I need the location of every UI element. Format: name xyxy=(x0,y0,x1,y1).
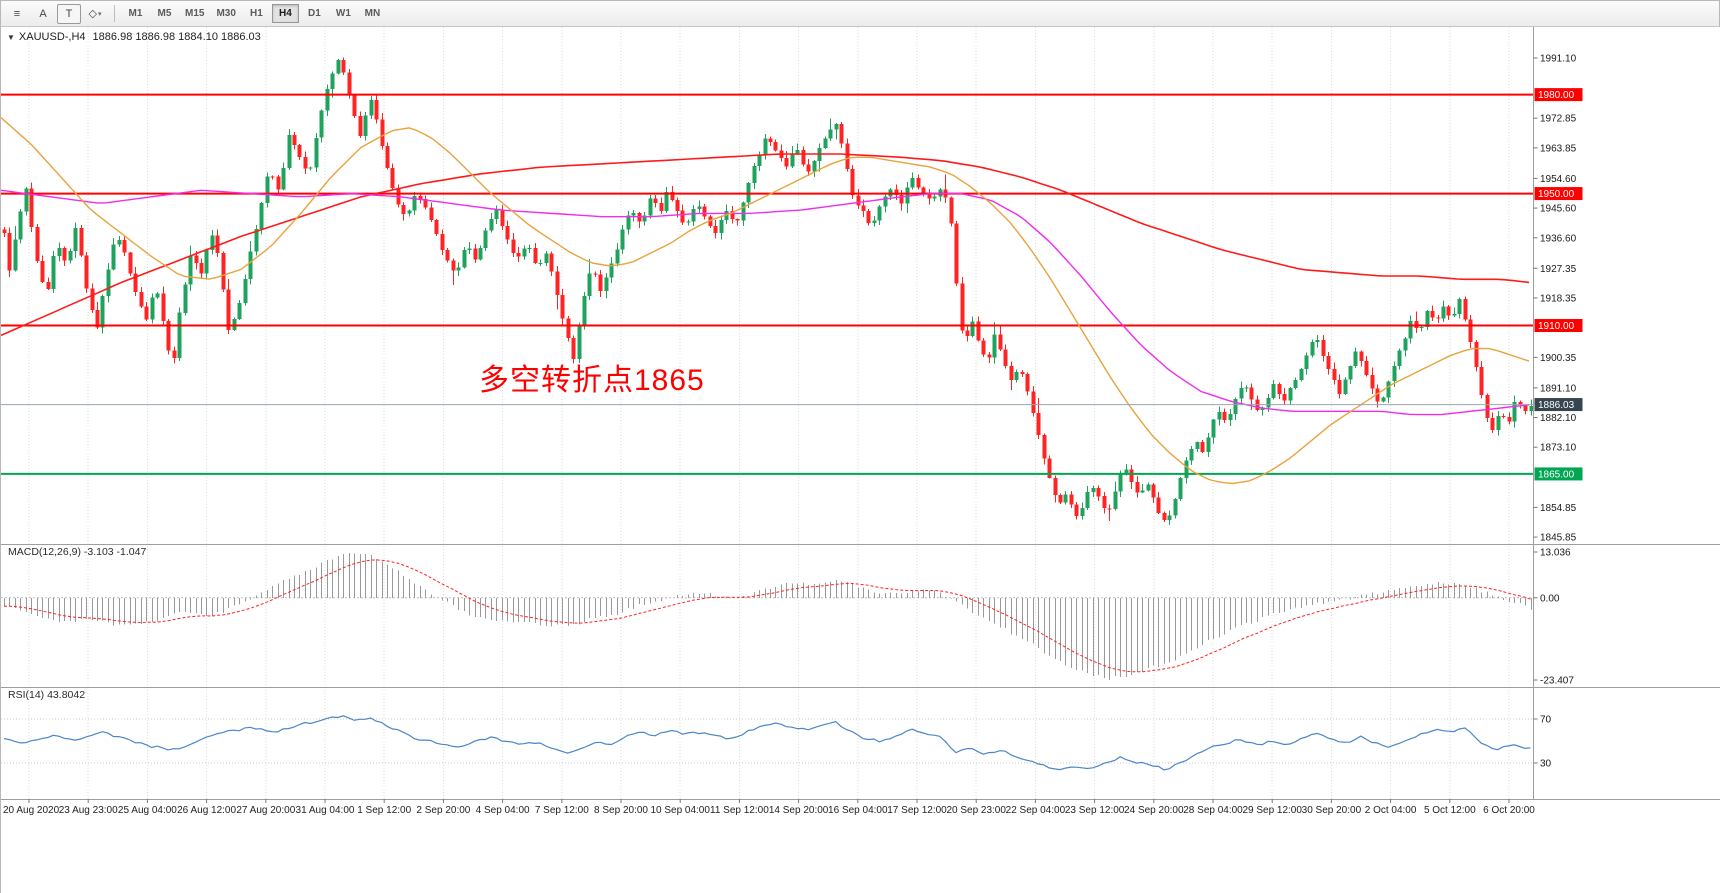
timeframe-button-h1[interactable]: H1 xyxy=(250,8,263,19)
price-axis: 1991.10 1972.85 1963.85 1954.60 1945.60 1936.… xyxy=(1533,54,1583,544)
timeframe-button-m30[interactable]: M30 xyxy=(216,8,236,19)
macd-axis-label: -23.407 xyxy=(1540,676,1574,687)
time-axis-label: 23 Aug 23:00 xyxy=(59,805,118,816)
toolbar-separator xyxy=(114,5,115,22)
time-axis-label: 23 Sep 12:00 xyxy=(1065,805,1125,816)
chart-canvas[interactable]: 1991.10 1972.85 1963.85 1954.60 1945.60 1936.… xyxy=(1,27,1720,893)
text-tool-button[interactable]: T xyxy=(57,3,81,24)
macd-indicator-label: MACD(12,26,9) -3.103 -1.047 xyxy=(8,546,147,558)
time-axis-label: 31 Aug 04:00 xyxy=(296,805,355,816)
time-axis-label: 6 Oct 20:00 xyxy=(1483,805,1535,816)
hline-price-label: 1980.00 xyxy=(1538,90,1575,101)
price-axis-label: 1972.85 xyxy=(1540,114,1577,125)
price-axis-label: 1936.60 xyxy=(1540,233,1577,244)
time-axis-label: 10 Sep 04:00 xyxy=(650,805,710,816)
timeframe-button-h4[interactable]: H4 xyxy=(271,4,299,23)
macd-axis: 13.036 0.00 -23.407 xyxy=(1533,548,1574,687)
price-axis-label: 1918.35 xyxy=(1540,293,1577,304)
ma-mid-line xyxy=(1,189,1530,416)
price-axis-label: 1873.10 xyxy=(1540,443,1577,454)
time-axis-label: 22 Sep 04:00 xyxy=(1006,805,1066,816)
time-axis-label: 2 Oct 04:00 xyxy=(1365,805,1417,816)
rsi-line xyxy=(3,715,1531,771)
chevron-down-icon[interactable]: ▼ xyxy=(7,33,15,42)
time-axis-label: 1 Sep 12:00 xyxy=(357,805,411,816)
ma-fast-line xyxy=(1,117,1530,485)
time-axis-label: 16 Sep 04:00 xyxy=(828,805,888,816)
price-axis-label: 1891.10 xyxy=(1540,383,1577,394)
lines-tool-button[interactable]: ≡ xyxy=(13,7,21,20)
timeframe-button-m5[interactable]: M5 xyxy=(157,8,172,19)
time-axis-label: 29 Sep 12:00 xyxy=(1242,805,1302,816)
drawing-tools-group: ≡ A T ◇ ▾ xyxy=(4,3,108,24)
panel-separators xyxy=(1,27,1720,800)
time-axis-label: 30 Sep 20:00 xyxy=(1302,805,1362,816)
time-axis-label: 20 Sep 23:00 xyxy=(946,805,1006,816)
dropdown-caret-icon: ▾ xyxy=(97,10,102,18)
ma-slow-line xyxy=(1,153,1530,337)
price-axis-label: 1963.85 xyxy=(1540,143,1577,154)
rsi-axis-label: 70 xyxy=(1540,715,1552,726)
current-price-label: 1886.03 xyxy=(1538,400,1575,411)
rsi-levels: 70 30 xyxy=(1,715,1552,770)
price-axis-label: 1882.10 xyxy=(1540,413,1577,424)
hline-price-label: 1865.00 xyxy=(1538,469,1575,480)
price-axis-label: 1954.60 xyxy=(1540,174,1577,185)
macd-axis-label: 13.036 xyxy=(1540,548,1571,559)
arrow-tool-button[interactable]: A xyxy=(39,7,47,20)
timeframe-button-mn[interactable]: MN xyxy=(364,8,381,19)
timeframe-button-m15[interactable]: M15 xyxy=(185,8,205,19)
timeframe-button-d1[interactable]: D1 xyxy=(308,8,321,19)
grid-lines xyxy=(28,27,1510,799)
hline-price-label: 1950.00 xyxy=(1538,189,1575,200)
time-axis-label: 26 Aug 12:00 xyxy=(177,805,236,816)
shapes-tool-button[interactable]: ◇ ▾ xyxy=(88,8,102,20)
time-axis: 20 Aug 2020 23 Aug 23:00 25 Aug 04:00 26 Au… xyxy=(3,799,1535,816)
time-axis-label: 14 Sep 20:00 xyxy=(769,805,829,816)
timeframe-button-w1[interactable]: W1 xyxy=(335,8,351,19)
chart-annotation-text[interactable]: 多空转折点1865 xyxy=(479,364,705,397)
time-axis-label: 11 Sep 12:00 xyxy=(710,805,769,816)
time-axis-label: 17 Sep 12:00 xyxy=(887,805,947,816)
macd-axis-label: 0.00 xyxy=(1540,593,1560,604)
time-axis-label: 2 Sep 20:00 xyxy=(416,805,470,816)
price-axis-label: 1991.10 xyxy=(1540,54,1577,65)
ohlc-readout: 1886.98 1886.98 1884.10 1886.03 xyxy=(92,31,261,43)
time-axis-label: 8 Sep 20:00 xyxy=(594,805,648,816)
price-axis-label: 1845.85 xyxy=(1540,533,1577,544)
hline-price-label: 1910.00 xyxy=(1538,321,1575,332)
rsi-indicator-label: RSI(14) 43.8042 xyxy=(8,689,86,701)
timeframe-button-m1[interactable]: M1 xyxy=(128,8,143,19)
candlesticks xyxy=(2,57,1534,526)
time-axis-label: 25 Aug 04:00 xyxy=(118,805,177,816)
chart-header: ▼ XAUUSD-,H4 1886.98 1886.98 1884.10 1886.… xyxy=(7,31,261,43)
price-axis-label: 1945.60 xyxy=(1540,204,1577,215)
price-axis-label: 1900.35 xyxy=(1540,353,1577,364)
time-axis-label: 28 Sep 04:00 xyxy=(1183,805,1243,816)
time-axis-label: 4 Sep 04:00 xyxy=(476,805,530,816)
time-axis-label: 7 Sep 12:00 xyxy=(535,805,589,816)
rsi-axis-label: 30 xyxy=(1540,759,1552,770)
symbol-timeframe-label: XAUUSD-,H4 xyxy=(18,31,86,43)
time-axis-label: 5 Oct 12:00 xyxy=(1424,805,1476,816)
price-axis-label: 1927.35 xyxy=(1540,264,1577,275)
chart-area[interactable]: 1991.10 1972.85 1963.85 1954.60 1945.60 1936.… xyxy=(1,27,1720,893)
time-axis-label: 20 Aug 2020 xyxy=(3,805,60,816)
toolbar: ≡ A T ◇ ▾ M1 M5 M15 M30 H1 H4 D1 W1 MN xyxy=(1,1,1719,27)
time-axis-label: 27 Aug 20:00 xyxy=(236,805,295,816)
timeframe-buttons-group: M1 M5 M15 M30 H1 H4 D1 W1 MN xyxy=(121,4,387,23)
macd-histogram xyxy=(4,552,1532,680)
time-axis-label: 24 Sep 20:00 xyxy=(1124,805,1184,816)
macd-signal-line xyxy=(3,559,1531,673)
price-axis-label: 1854.85 xyxy=(1540,503,1577,514)
